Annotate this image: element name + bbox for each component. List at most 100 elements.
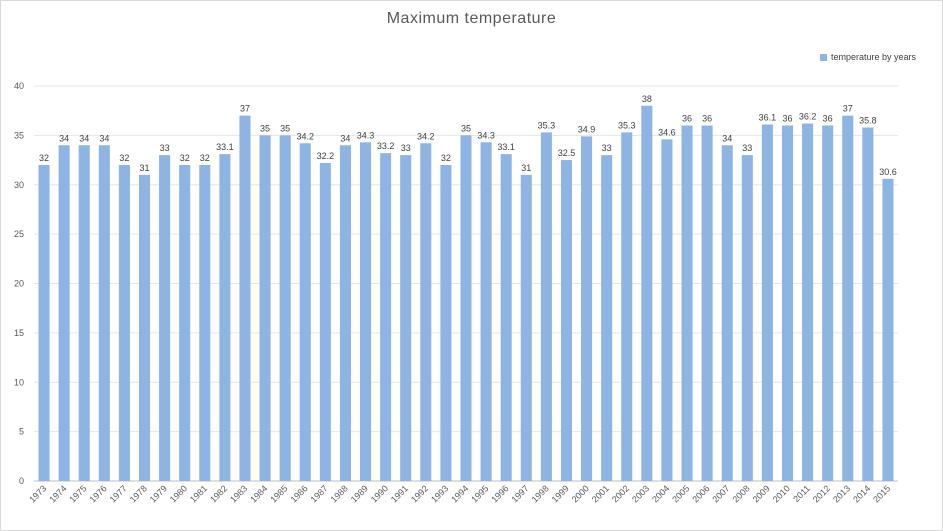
bar <box>560 160 572 481</box>
data-label: 33.2 <box>377 141 395 151</box>
data-label: 36 <box>823 114 833 124</box>
data-label: 32 <box>441 153 451 163</box>
bar <box>822 125 834 481</box>
bar <box>761 124 773 481</box>
y-tick-label: 20 <box>14 279 24 289</box>
x-tick-label: 1974 <box>47 483 68 504</box>
y-tick-label: 30 <box>14 180 24 190</box>
bar <box>480 142 492 481</box>
bar <box>360 142 372 481</box>
x-tick-label: 2008 <box>730 483 751 504</box>
legend: temperature by years <box>819 52 916 62</box>
x-tick-label: 1975 <box>67 483 88 504</box>
data-label: 35 <box>280 123 290 133</box>
x-tick-label: 1991 <box>389 483 410 504</box>
data-label: 33 <box>602 143 612 153</box>
x-tick-label: 1980 <box>168 483 189 504</box>
data-label: 32 <box>200 153 210 163</box>
data-label: 34 <box>722 133 732 143</box>
data-label: 35.3 <box>538 120 556 130</box>
data-label: 34 <box>59 133 69 143</box>
x-tick-label: 1983 <box>228 483 249 504</box>
bar <box>38 165 50 481</box>
bar <box>882 178 894 481</box>
bar <box>601 155 613 481</box>
bar <box>199 165 211 481</box>
bar <box>98 145 110 481</box>
bar <box>58 145 70 481</box>
x-tick-label: 1995 <box>469 483 490 504</box>
x-tick-label: 1988 <box>329 483 350 504</box>
bar <box>520 174 532 481</box>
x-tick-label: 1994 <box>449 483 470 504</box>
x-tick-label: 1986 <box>288 483 309 504</box>
bar <box>219 154 231 481</box>
data-label: 34 <box>340 133 350 143</box>
data-label: 32 <box>39 153 49 163</box>
x-tick-label: 1982 <box>208 483 229 504</box>
y-tick-label: 35 <box>14 130 24 140</box>
bar <box>339 145 351 481</box>
y-tick-label: 15 <box>14 328 24 338</box>
legend-swatch <box>819 53 827 61</box>
x-tick-label: 2015 <box>871 483 892 504</box>
data-label: 33.1 <box>497 142 515 152</box>
data-label: 36 <box>702 114 712 124</box>
bar <box>138 174 151 481</box>
x-tick-label: 2004 <box>650 483 671 504</box>
data-label: 38 <box>642 94 652 104</box>
x-tick-label: 1981 <box>188 483 209 504</box>
bar <box>661 139 673 481</box>
x-tick-label: 2002 <box>610 483 631 504</box>
bar <box>621 132 633 481</box>
data-label: 34.9 <box>578 124 596 134</box>
bar <box>118 165 130 481</box>
bar <box>641 105 653 481</box>
bar <box>781 125 794 481</box>
bar <box>400 155 412 481</box>
data-label: 33 <box>742 143 752 153</box>
bar <box>701 125 713 481</box>
x-tick-label: 2013 <box>831 483 852 504</box>
data-label: 33 <box>160 143 170 153</box>
data-label: 34 <box>99 133 109 143</box>
data-label: 35.3 <box>618 120 636 130</box>
data-label: 33 <box>401 143 411 153</box>
data-label: 32.5 <box>558 148 576 158</box>
data-label: 32 <box>180 153 190 163</box>
bar <box>741 155 753 481</box>
x-tick-label: 2012 <box>811 483 832 504</box>
x-tick-label: 1998 <box>530 483 551 504</box>
x-tick-label: 1996 <box>489 483 510 504</box>
x-tick-label: 1977 <box>108 483 129 504</box>
bar <box>159 155 171 481</box>
x-tick-label: 2001 <box>590 483 611 504</box>
legend-label: temperature by years <box>830 52 916 62</box>
x-tick-label: 2009 <box>751 483 772 504</box>
bar <box>460 135 472 481</box>
data-label: 30.6 <box>879 167 897 177</box>
bar <box>179 165 191 481</box>
bar <box>862 127 874 481</box>
bar <box>78 145 90 481</box>
data-label: 31 <box>521 163 531 173</box>
bar <box>440 165 452 481</box>
bar <box>420 143 432 481</box>
data-label: 34.3 <box>477 130 495 140</box>
y-tick-label: 40 <box>14 81 24 91</box>
bar <box>681 125 693 481</box>
bar <box>842 115 854 481</box>
data-label: 33.1 <box>216 142 234 152</box>
x-tick-label: 1989 <box>349 483 370 504</box>
x-tick-label: 2000 <box>570 483 591 504</box>
x-tick-label: 1993 <box>429 483 450 504</box>
bar <box>802 123 814 482</box>
x-tick-label: 1984 <box>248 483 269 504</box>
x-tick-label: 2014 <box>851 483 872 504</box>
data-label: 36 <box>682 114 692 124</box>
x-tick-label: 1985 <box>268 483 289 504</box>
x-tick-label: 2005 <box>670 483 691 504</box>
data-label: 37 <box>843 104 853 114</box>
